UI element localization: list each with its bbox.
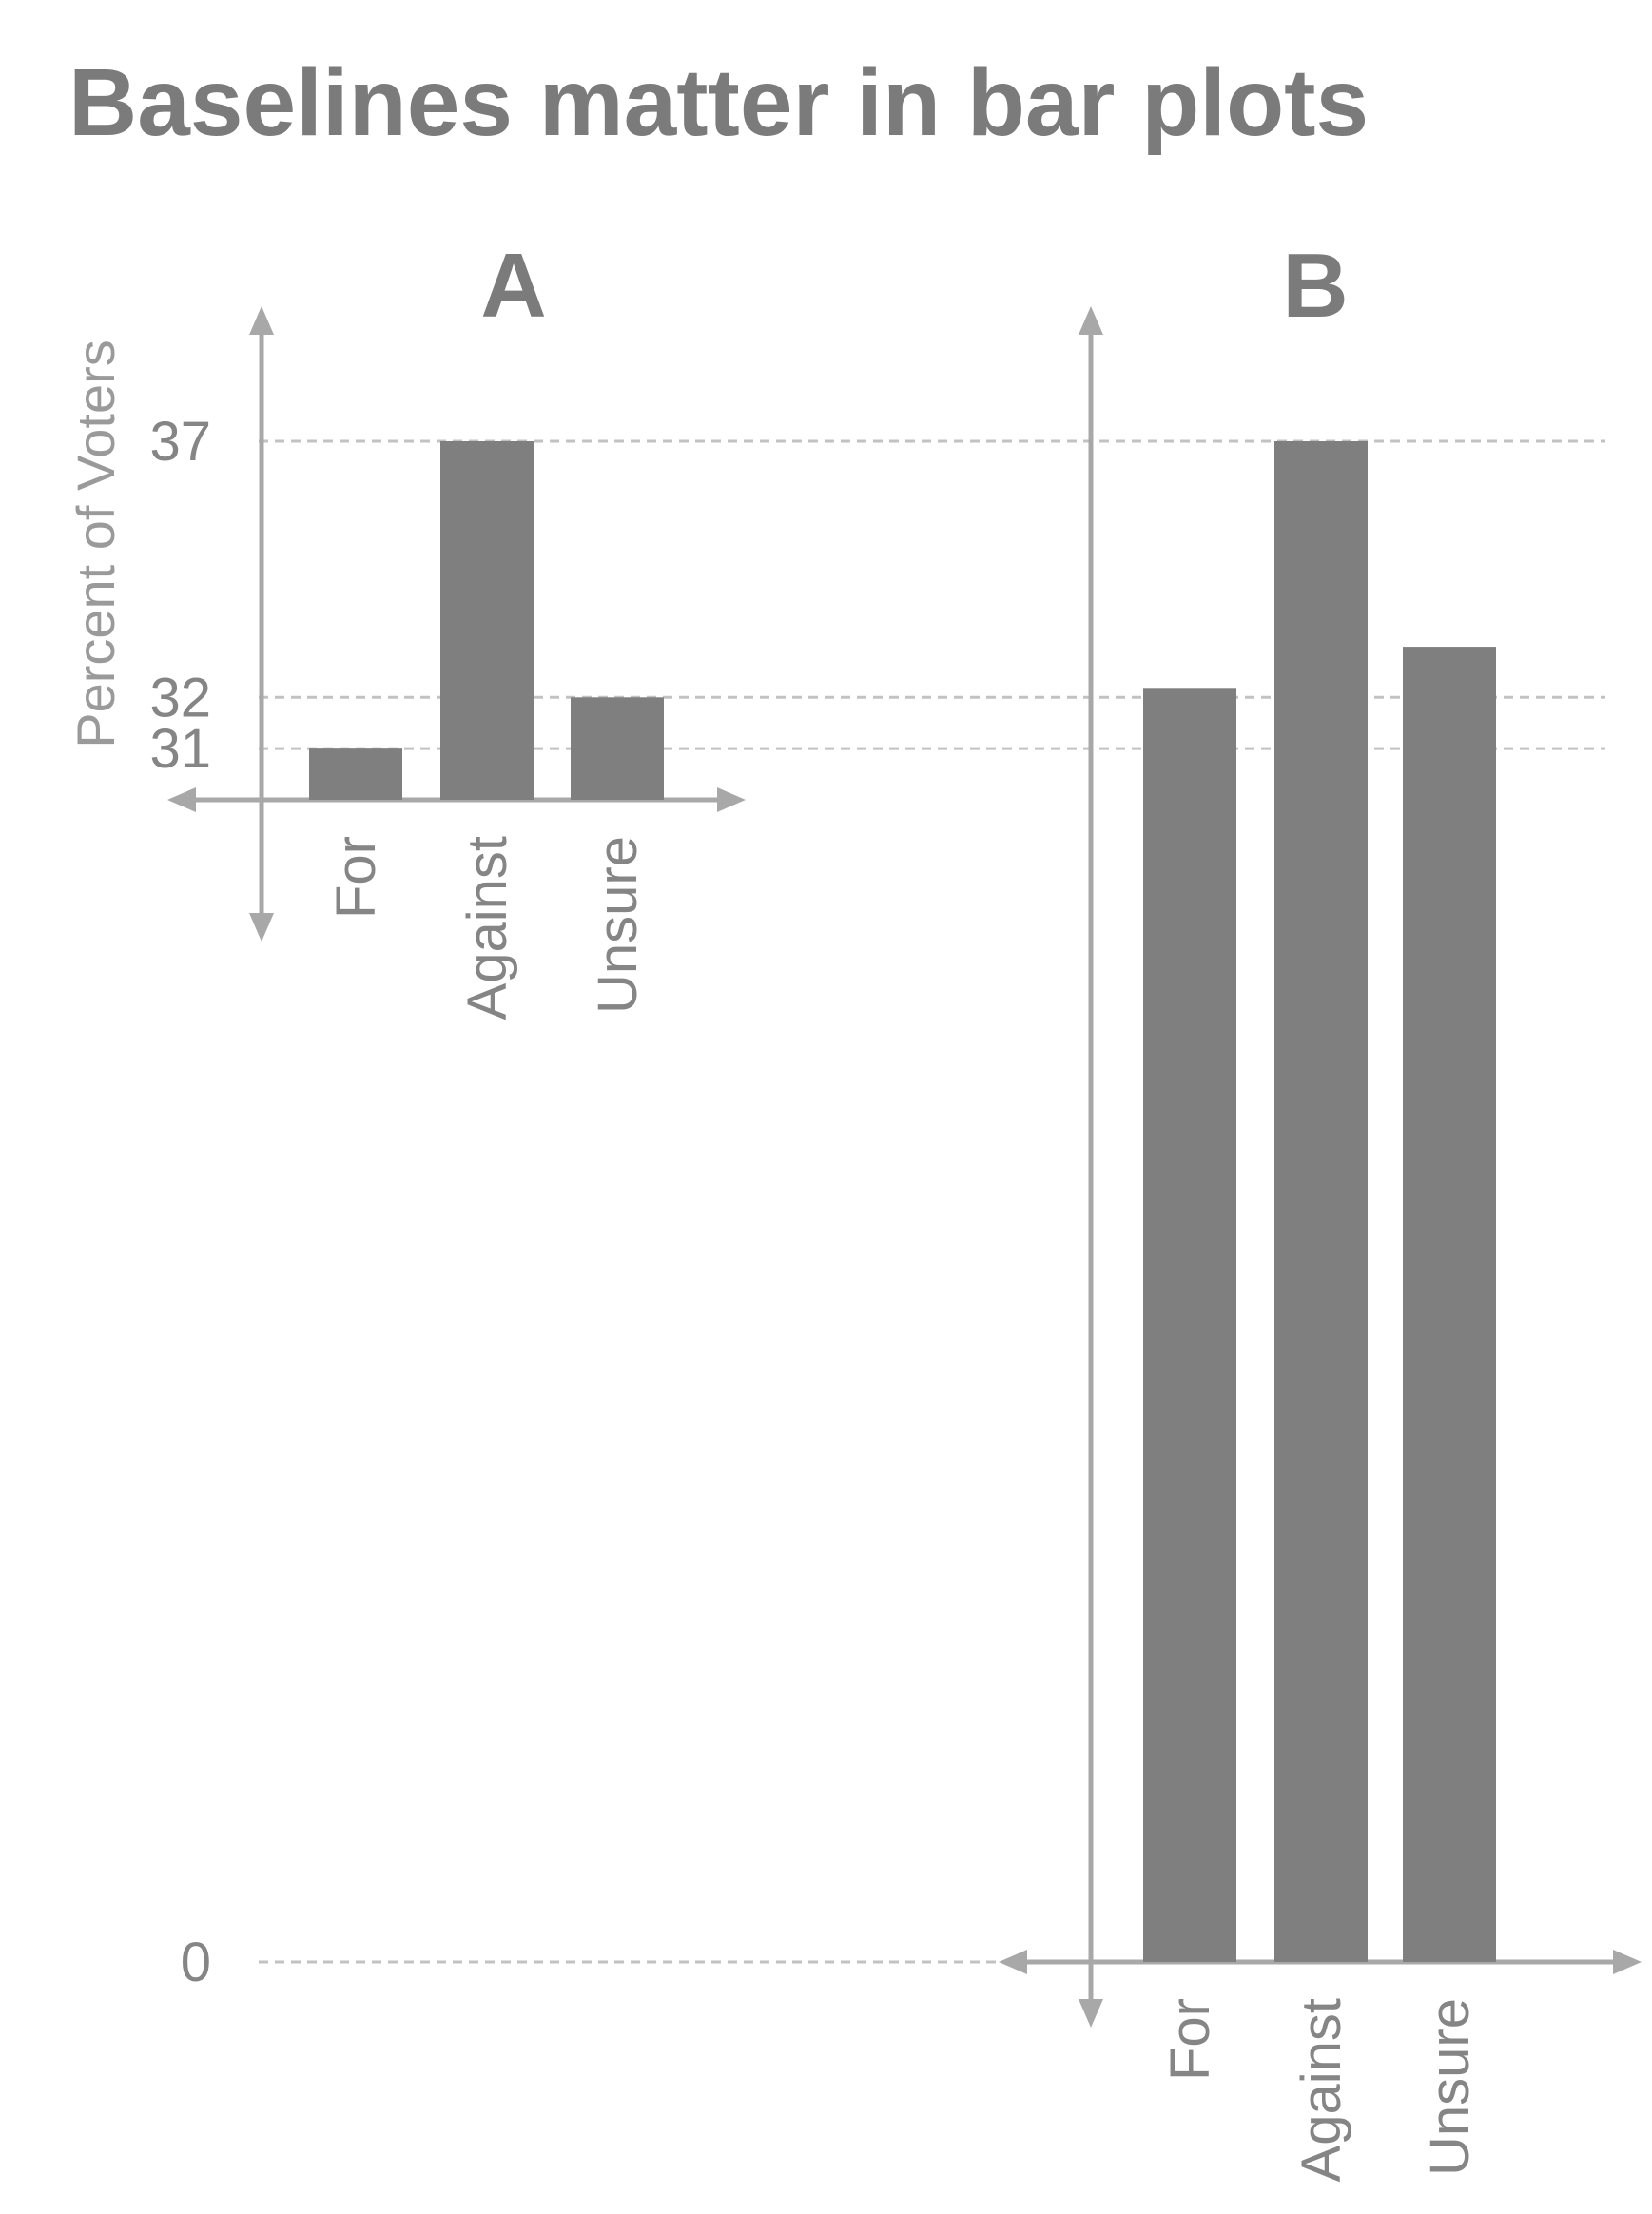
panel-b-category-against: Against xyxy=(1291,1998,1352,2182)
panel-b-x-arrow-right xyxy=(1613,1950,1642,1974)
panel-a-tick-37: 37 xyxy=(149,411,211,473)
panel-a-x-arrow-right xyxy=(717,787,746,812)
panel-a-y-arrow-down xyxy=(249,913,274,942)
panel-a-category-unsure: Unsure xyxy=(587,836,649,1014)
panel-b-x-arrow-left xyxy=(999,1950,1027,1974)
panel-a-category-for: For xyxy=(325,836,387,919)
panel-b-bar-unsure xyxy=(1403,647,1496,1962)
panel-a-category-against: Against xyxy=(457,836,518,1020)
panel-b-category-unsure: Unsure xyxy=(1419,1998,1481,2176)
y-axis-label: Percent of Voters xyxy=(66,340,126,748)
panel-b-bar-for xyxy=(1143,688,1236,1962)
panel-b-y-arrow-up xyxy=(1079,306,1103,335)
panel-a-label: A xyxy=(480,235,546,337)
panel-a-x-arrow-left xyxy=(167,787,196,812)
panel-b-y-arrow-down xyxy=(1079,1999,1103,2028)
panel-a-bar-unsure xyxy=(571,697,664,800)
panel-b-category-for: For xyxy=(1159,1998,1221,2081)
panel-b-tick-0: 0 xyxy=(181,1932,211,1993)
panel-b-bar-against xyxy=(1274,441,1368,1962)
panel-b-chart: B 0 For Against Unsure xyxy=(181,235,1642,2182)
panel-b-label: B xyxy=(1282,235,1348,337)
panel-a-y-arrow-up xyxy=(249,306,274,335)
dashed-guides xyxy=(259,439,1605,1964)
panel-a-bar-against xyxy=(440,441,534,800)
panel-a-tick-32: 32 xyxy=(149,667,211,728)
figure-title: Baselines matter in bar plots xyxy=(68,49,1369,156)
panel-a-bar-for xyxy=(309,748,402,800)
panel-a-tick-31: 31 xyxy=(149,718,211,780)
